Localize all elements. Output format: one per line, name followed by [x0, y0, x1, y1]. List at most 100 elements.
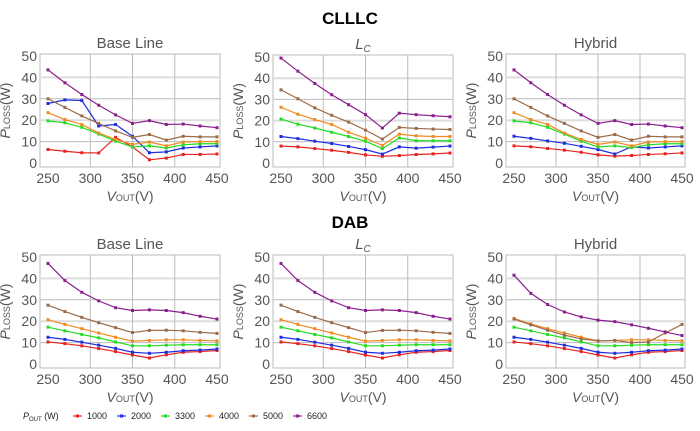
data-point — [279, 135, 283, 138]
y-tick-label: 10 — [487, 134, 503, 150]
series-6600 — [46, 261, 219, 321]
data-point — [80, 125, 84, 129]
data-point — [215, 135, 219, 139]
data-point — [397, 125, 401, 129]
x-tick-label: 400 — [396, 170, 420, 186]
data-point — [347, 150, 351, 154]
data-point — [613, 338, 617, 342]
data-point — [579, 139, 583, 143]
data-point — [680, 126, 684, 130]
data-point — [147, 158, 151, 162]
data-point — [431, 338, 435, 342]
data-point — [215, 331, 219, 335]
data-point — [529, 118, 533, 122]
data-point — [364, 148, 367, 152]
data-point — [663, 142, 667, 146]
panel-dab-4: 0 10 20 30 40 50 250 300 350 400 450 LC VOUT(V) PLOSS… — [230, 236, 462, 405]
y-tick-label: 50 — [487, 249, 503, 265]
data-point — [364, 350, 367, 354]
data-point — [397, 145, 401, 149]
x-tick-label: 300 — [312, 371, 336, 387]
data-point — [512, 325, 516, 329]
series-1000 — [279, 144, 452, 158]
data-point — [198, 330, 202, 334]
y-tick-label: 10 — [21, 335, 37, 351]
data-point — [347, 130, 351, 134]
data-point — [546, 114, 550, 118]
data-point — [596, 142, 600, 146]
data-point — [114, 137, 118, 141]
data-point — [414, 153, 418, 157]
data-point — [397, 132, 401, 136]
data-point — [512, 97, 516, 101]
data-point — [164, 146, 168, 150]
series-5000 — [46, 97, 219, 142]
data-point — [131, 145, 134, 149]
legend-label: 6600 — [307, 411, 327, 421]
data-point — [131, 121, 134, 125]
data-point — [397, 136, 401, 140]
x-tick-label: 350 — [586, 371, 610, 387]
legend-marker — [76, 414, 79, 418]
series-3300 — [279, 117, 452, 151]
data-point — [630, 122, 634, 126]
data-point — [114, 122, 118, 126]
series-4000 — [46, 111, 219, 148]
data-point — [131, 135, 134, 139]
data-point — [646, 143, 650, 147]
data-point — [380, 351, 384, 355]
data-point — [296, 322, 300, 326]
data-point — [613, 351, 617, 355]
data-point — [181, 311, 185, 315]
data-point — [181, 349, 185, 353]
data-point — [63, 149, 67, 153]
y-axis-label: PLOSS(W) — [0, 284, 13, 340]
data-point — [279, 303, 283, 307]
data-point — [46, 97, 50, 101]
data-point — [397, 154, 401, 158]
y-tick-label: 40 — [487, 270, 503, 286]
panel-clllc-0: 0 10 20 30 40 50 250 300 350 400 450 Base Line VOUT(… — [0, 35, 229, 204]
data-point — [215, 152, 219, 156]
data-point — [181, 143, 185, 147]
y-tick-label: 50 — [487, 48, 503, 64]
x-axis-label: VOUT(V) — [339, 188, 386, 204]
data-point — [579, 137, 583, 141]
y-tick-label: 0 — [29, 356, 37, 372]
data-point — [431, 314, 435, 318]
data-point — [646, 146, 650, 150]
data-point — [448, 317, 452, 321]
data-point — [529, 136, 533, 140]
data-point — [529, 81, 533, 85]
data-point — [114, 346, 118, 350]
data-point — [380, 328, 384, 332]
data-point — [529, 291, 533, 295]
x-tick-label: 400 — [163, 371, 187, 387]
data-point — [562, 121, 566, 125]
data-point — [414, 126, 418, 130]
data-point — [448, 128, 452, 132]
data-point — [97, 103, 101, 107]
data-point — [448, 347, 452, 351]
data-point — [198, 152, 202, 156]
data-point — [80, 344, 84, 348]
data-point — [380, 308, 384, 312]
data-point — [364, 113, 367, 117]
data-point — [663, 152, 667, 156]
data-point — [546, 122, 550, 126]
data-point — [181, 146, 185, 150]
data-point — [613, 356, 617, 360]
x-axis-label: VOUT(V) — [106, 188, 153, 204]
legend: POUT (W) 1000 2000 3300 4000 5000 6600 — [23, 411, 327, 423]
plot-frame — [505, 53, 686, 168]
panel-clllc-1: 0 10 20 30 40 50 250 300 350 400 450 LC VOUT(V) PLOSS… — [230, 36, 462, 204]
data-point — [414, 113, 418, 117]
data-point — [279, 318, 283, 322]
panel-dab-3: 0 10 20 30 40 50 250 300 350 400 450 Base Line VOUT(… — [0, 236, 229, 405]
series-5000 — [279, 88, 452, 141]
data-point — [630, 323, 634, 327]
data-point — [114, 113, 118, 117]
series-4000 — [46, 318, 219, 343]
data-point — [147, 344, 151, 348]
data-point — [414, 329, 418, 333]
